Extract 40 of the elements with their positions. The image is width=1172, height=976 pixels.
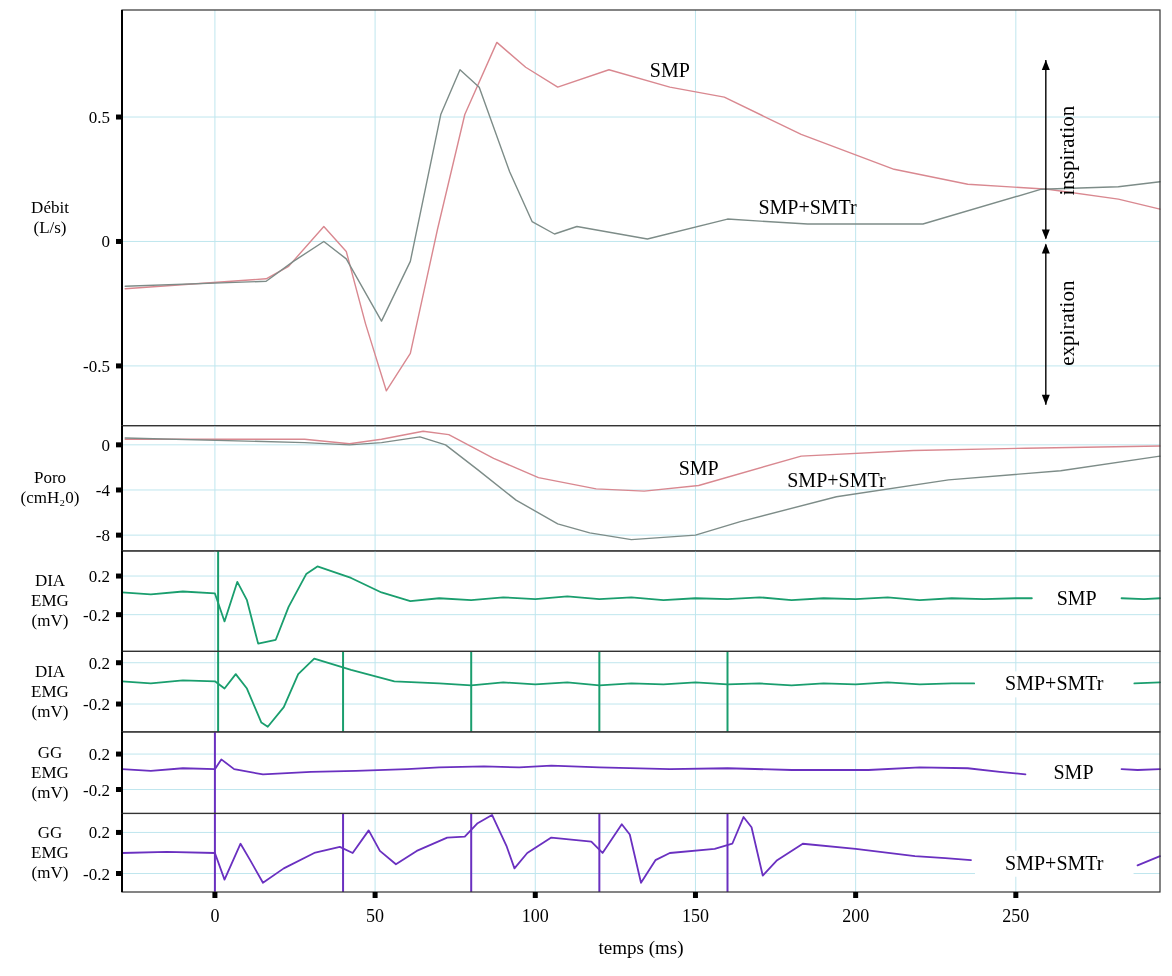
y-tick-label: 0.2: [88, 567, 110, 587]
x-tick-label: 250: [1002, 906, 1030, 926]
y-tick-label: 0.2: [88, 745, 110, 765]
y-tick-label: -0.2: [83, 864, 110, 884]
x-tick-label: 200: [842, 906, 870, 926]
series-label: SMP: [678, 457, 719, 480]
series-label: SMP+SMTr: [758, 196, 858, 219]
y-tick-label: -8: [95, 526, 110, 546]
y-axis-title: GG EMG (mV): [31, 742, 69, 802]
y-tick-label: -0.2: [83, 780, 110, 800]
series-label: SMP: [1053, 760, 1094, 783]
x-tick-label: 100: [521, 906, 549, 926]
y-axis-title: DIA EMG (mV): [31, 661, 69, 721]
line-series: [124, 41, 1161, 392]
series-label: SMP+SMTr: [1005, 851, 1104, 874]
y-tick-label: 0: [101, 435, 110, 455]
y-tick-label: 0.2: [88, 823, 110, 843]
series-label: SMP+SMTr: [787, 468, 886, 491]
y-tick-label: -0.2: [83, 695, 110, 715]
y-tick-label: 0.2: [88, 653, 110, 673]
y-axis-title: GG EMG (mV): [31, 822, 69, 882]
series-label: SMP+SMTr: [1005, 672, 1104, 695]
series-label: SMP: [649, 59, 690, 82]
y-axis-title: Poro (cmH₂0): [20, 468, 80, 508]
x-axis-title: temps (ms): [598, 937, 684, 959]
annotation: expiration: [1054, 280, 1079, 366]
x-tick-label: 50: [366, 906, 385, 926]
x-tick-label: 0: [210, 906, 220, 926]
y-axis-title: DIA EMG (mV): [31, 571, 69, 631]
line-series: [124, 430, 1161, 492]
y-axis-title: Débit (L/s): [31, 197, 70, 237]
y-tick-label: -0.5: [83, 356, 110, 376]
line-series: [124, 436, 1161, 541]
y-tick-label: -0.2: [83, 605, 110, 625]
y-tick-label: -4: [95, 480, 111, 500]
y-tick-label: 0: [101, 232, 110, 252]
series-label: SMP: [1056, 587, 1097, 610]
y-tick-label: 0.5: [88, 108, 110, 128]
annotation: inspiration: [1054, 105, 1079, 196]
x-tick-label: 150: [681, 906, 709, 926]
